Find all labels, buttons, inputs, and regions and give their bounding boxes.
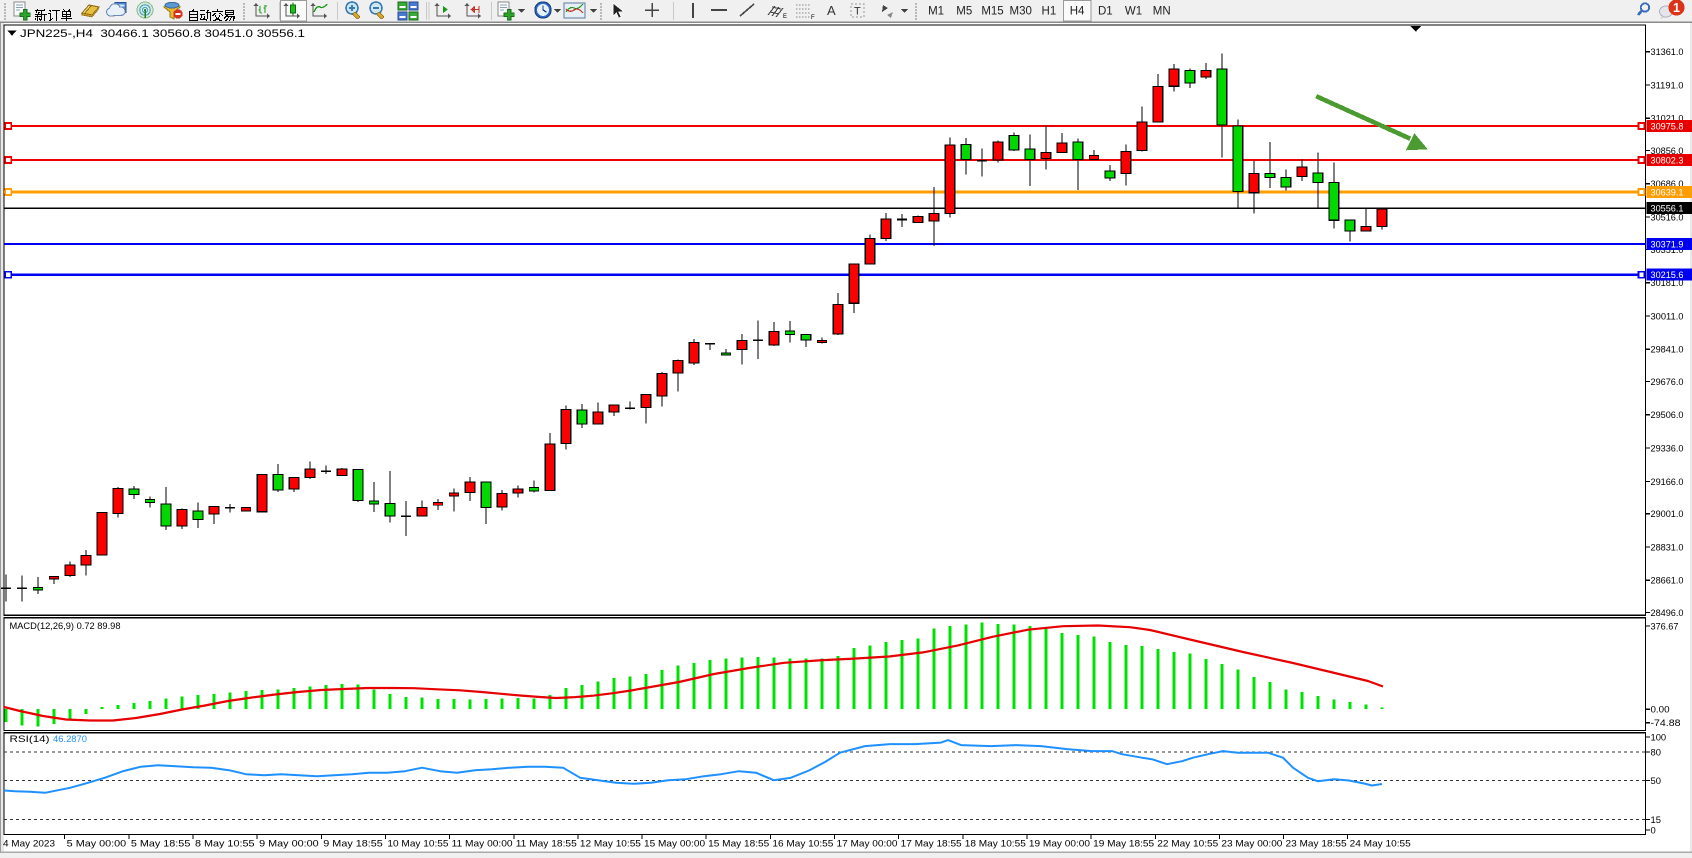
- svg-text:0: 0: [1651, 824, 1656, 835]
- svg-text:0.00: 0.00: [1651, 704, 1670, 715]
- svg-text:376.67: 376.67: [1651, 620, 1679, 631]
- svg-text:30639.1: 30639.1: [1651, 187, 1684, 198]
- svg-text:11 May 18:55: 11 May 18:55: [516, 838, 577, 849]
- svg-text:A: A: [827, 3, 836, 18]
- svg-text:46.2870: 46.2870: [53, 733, 87, 744]
- svg-text:JPN225-,H4 30466.1 30560.8 30: JPN225-,H4 30466.1 30560.8 30451.0 30556…: [20, 28, 305, 40]
- svg-text:12 May 10:55: 12 May 10:55: [580, 838, 641, 849]
- svg-text:50: 50: [1651, 775, 1661, 786]
- svg-text:9 May 18:55: 9 May 18:55: [323, 838, 383, 849]
- svg-text:-74.88: -74.88: [1651, 717, 1681, 728]
- svg-text:17 May 18:55: 17 May 18:55: [901, 838, 962, 849]
- svg-text:29166.0: 29166.0: [1651, 476, 1684, 487]
- svg-text:30856.0: 30856.0: [1651, 145, 1684, 156]
- svg-text:29841.0: 29841.0: [1651, 344, 1684, 355]
- svg-text:F: F: [811, 15, 815, 21]
- svg-text:30215.6: 30215.6: [1651, 269, 1684, 280]
- svg-text:11 May 00:00: 11 May 00:00: [452, 838, 513, 849]
- svg-text:30686.0: 30686.0: [1651, 178, 1684, 189]
- svg-text:8 May 10:55: 8 May 10:55: [195, 838, 255, 849]
- svg-text:29676.0: 29676.0: [1651, 376, 1684, 387]
- svg-text:10 May 10:55: 10 May 10:55: [387, 838, 448, 849]
- svg-text:MN: MN: [1153, 6, 1171, 18]
- svg-text:4 May 2023: 4 May 2023: [3, 838, 55, 849]
- svg-text:15: 15: [1651, 814, 1661, 825]
- svg-text:M15: M15: [981, 6, 1003, 18]
- svg-text:80: 80: [1651, 746, 1661, 757]
- svg-text:M5: M5: [956, 6, 972, 18]
- svg-text:23 May 00:00: 23 May 00:00: [1221, 838, 1282, 849]
- svg-text:29336.0: 29336.0: [1651, 442, 1684, 453]
- svg-text:16 May 10:55: 16 May 10:55: [772, 838, 833, 849]
- svg-text:30371.9: 30371.9: [1651, 239, 1684, 250]
- svg-text:30516.0: 30516.0: [1651, 212, 1684, 223]
- svg-text:23 May 18:55: 23 May 18:55: [1286, 838, 1347, 849]
- svg-text:100: 100: [1651, 732, 1667, 743]
- svg-text:30556.1: 30556.1: [1651, 203, 1684, 214]
- svg-text:31021.0: 31021.0: [1651, 113, 1684, 124]
- svg-text:31191.0: 31191.0: [1651, 79, 1684, 90]
- svg-text:5 May 00:00: 5 May 00:00: [67, 838, 127, 849]
- svg-text:29001.0: 29001.0: [1651, 508, 1684, 519]
- svg-text:24 May 10:55: 24 May 10:55: [1350, 838, 1411, 849]
- svg-text:31361.0: 31361.0: [1651, 46, 1684, 57]
- svg-text:1: 1: [1673, 1, 1680, 15]
- svg-text:28496.0: 28496.0: [1651, 607, 1684, 618]
- svg-text:30975.8: 30975.8: [1651, 121, 1684, 132]
- svg-text:9 May 00:00: 9 May 00:00: [259, 838, 319, 849]
- svg-text:T: T: [854, 6, 861, 18]
- svg-text:30181.0: 30181.0: [1651, 277, 1684, 288]
- svg-text:28661.0: 28661.0: [1651, 575, 1684, 586]
- svg-text:22 May 10:55: 22 May 10:55: [1157, 838, 1218, 849]
- svg-text:H4: H4: [1070, 6, 1085, 18]
- svg-text:E: E: [783, 14, 787, 20]
- svg-text:18 May 10:55: 18 May 10:55: [965, 838, 1026, 849]
- svg-text:19 May 18:55: 19 May 18:55: [1093, 838, 1154, 849]
- svg-text:29506.0: 29506.0: [1651, 409, 1684, 420]
- svg-text:D1: D1: [1098, 6, 1113, 18]
- svg-text:15 May 00:00: 15 May 00:00: [644, 838, 705, 849]
- svg-text:H1: H1: [1042, 6, 1057, 18]
- svg-text:RSI(14): RSI(14): [10, 733, 50, 744]
- svg-text:17 May 00:00: 17 May 00:00: [837, 838, 898, 849]
- svg-text:W1: W1: [1125, 6, 1142, 18]
- svg-text:MACD(12,26,9) 0.72 89.98: MACD(12,26,9) 0.72 89.98: [10, 620, 121, 631]
- svg-text:30802.3: 30802.3: [1651, 155, 1684, 166]
- svg-text:19 May 00:00: 19 May 00:00: [1029, 838, 1090, 849]
- svg-text:M1: M1: [928, 6, 944, 18]
- svg-text:5 May 18:55: 5 May 18:55: [131, 838, 191, 849]
- svg-text:15 May 18:55: 15 May 18:55: [708, 838, 769, 849]
- svg-text:30011.0: 30011.0: [1651, 310, 1684, 321]
- svg-text:M30: M30: [1010, 6, 1032, 18]
- svg-text:28831.0: 28831.0: [1651, 541, 1684, 552]
